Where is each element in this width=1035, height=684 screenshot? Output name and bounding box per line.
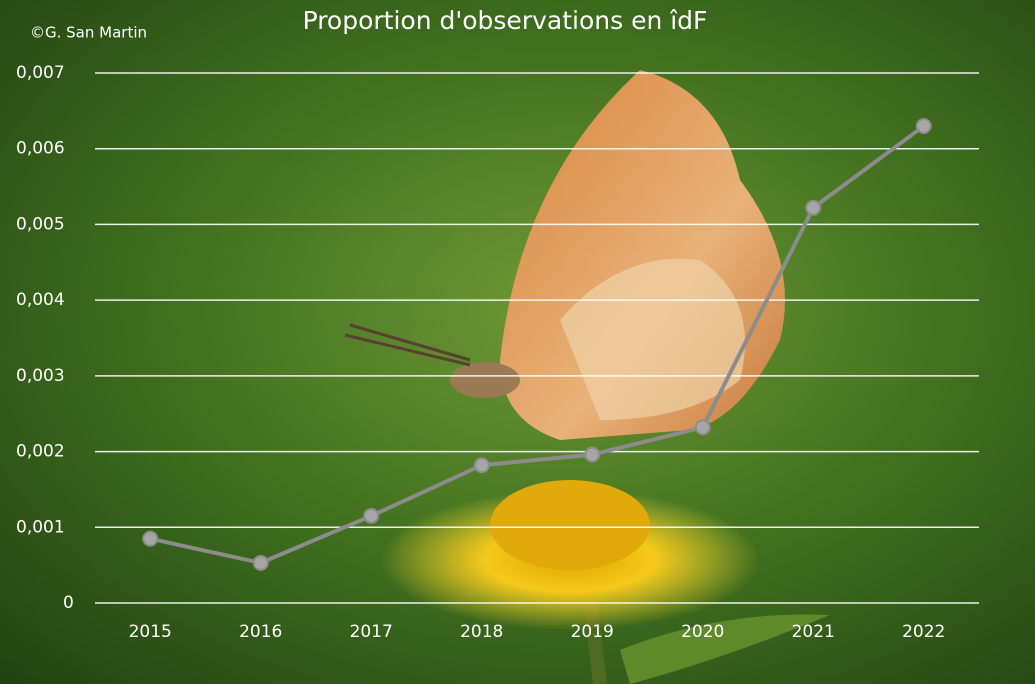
x-tick-label: 2022: [902, 622, 945, 642]
x-tick-label: 2016: [239, 622, 282, 642]
point: [252, 554, 269, 571]
x-tick-label: 2017: [350, 622, 393, 642]
point: [915, 118, 932, 134]
photo-decoration: [344, 70, 830, 684]
series-line: [149, 124, 925, 565]
y-tick-label: 0,001: [16, 517, 65, 537]
point: [142, 530, 159, 547]
y-tick-label: 0,002: [16, 442, 65, 462]
y-tick-label: 0,006: [16, 139, 65, 159]
x-tick-label: 2018: [460, 622, 503, 642]
y-tick-label: 0: [63, 593, 74, 613]
y-tick-label: 0,004: [16, 290, 65, 310]
point: [694, 419, 711, 436]
point: [805, 199, 822, 216]
credit: ©G. San Martin: [30, 24, 147, 42]
x-tick-label: 2020: [681, 622, 724, 642]
x-tick-label: 2021: [792, 622, 835, 642]
x-tick-label: 2015: [129, 622, 172, 642]
chart-title: Proportion d'observations en îdF: [303, 6, 708, 35]
point: [584, 446, 601, 463]
point: [473, 457, 490, 474]
x-tick-label: 2019: [571, 622, 614, 642]
y-tick-label: 0,005: [16, 214, 65, 234]
point: [363, 507, 380, 524]
y-tick-label: 0,007: [16, 63, 65, 83]
y-tick-label: 0,003: [16, 366, 65, 386]
